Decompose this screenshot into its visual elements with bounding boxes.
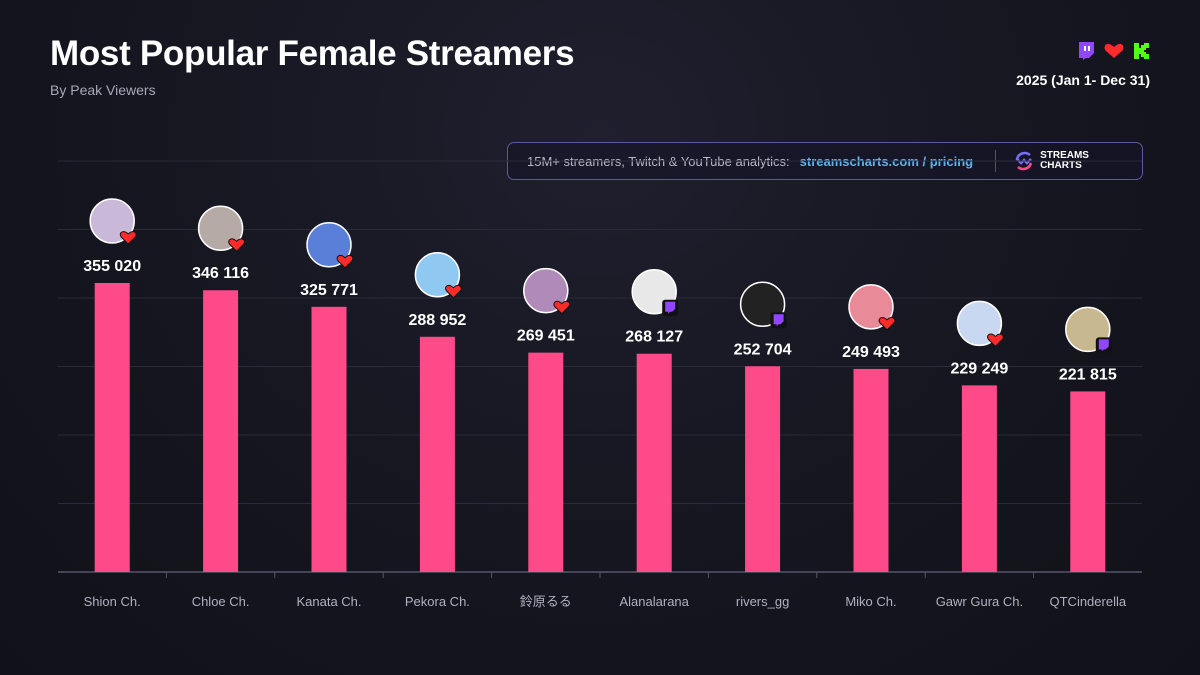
data-label: 325 771 — [300, 282, 358, 299]
category-label: Gawr Gura Ch. — [936, 594, 1023, 609]
data-label: 346 116 — [192, 265, 249, 282]
bar — [745, 366, 781, 572]
twitch-icon — [773, 314, 784, 327]
data-label: 288 952 — [408, 312, 466, 329]
category-label: Alanalarana — [620, 594, 690, 609]
bar — [1070, 391, 1106, 572]
category-label: Pekora Ch. — [405, 594, 470, 609]
kick-icon — [1134, 43, 1149, 59]
youtube-heart-icon — [228, 238, 245, 252]
category-label: rivers_gg — [736, 594, 789, 609]
streams-charts-logo: STREAMS CHARTS — [1040, 150, 1089, 171]
category-label: Shion Ch. — [84, 594, 141, 609]
youtube-heart-icon — [553, 300, 571, 315]
data-label: 355 020 — [83, 258, 141, 275]
data-label: 249 493 — [842, 344, 900, 361]
date-range: 2025 (Jan 1- Dec 31) — [1016, 72, 1150, 88]
category-label: 鈴原るる — [520, 594, 572, 609]
bar — [311, 306, 347, 572]
bar — [853, 368, 889, 572]
category-label: QTCinderella — [1050, 594, 1127, 609]
category-label: Chloe Ch. — [192, 594, 250, 609]
bar — [961, 385, 997, 572]
data-label: 268 127 — [625, 329, 683, 346]
data-label: 229 249 — [950, 360, 1008, 377]
category-label: Kanata Ch. — [296, 594, 361, 609]
youtube-heart-icon — [1104, 43, 1124, 58]
twitch-icon — [1098, 339, 1109, 352]
youtube-heart-icon — [119, 231, 137, 245]
data-label: 221 815 — [1059, 366, 1117, 383]
twitch-icon — [665, 301, 676, 314]
page-title: Most Popular Female Streamers — [50, 34, 575, 73]
youtube-heart-icon — [336, 255, 354, 269]
data-label: 269 451 — [517, 328, 575, 345]
platform-icons — [1078, 42, 1150, 60]
youtube-heart-icon — [878, 317, 896, 331]
bar — [419, 336, 455, 572]
data-label: 252 704 — [734, 341, 792, 358]
twitch-icon — [1079, 42, 1094, 60]
bar — [636, 353, 672, 572]
bar — [94, 283, 130, 572]
page-subtitle: By Peak Viewers — [50, 82, 156, 98]
youtube-heart-icon — [987, 333, 1004, 348]
category-label: Miko Ch. — [845, 594, 896, 609]
bar — [203, 290, 239, 572]
youtube-heart-icon — [445, 284, 462, 299]
bar — [528, 352, 564, 572]
